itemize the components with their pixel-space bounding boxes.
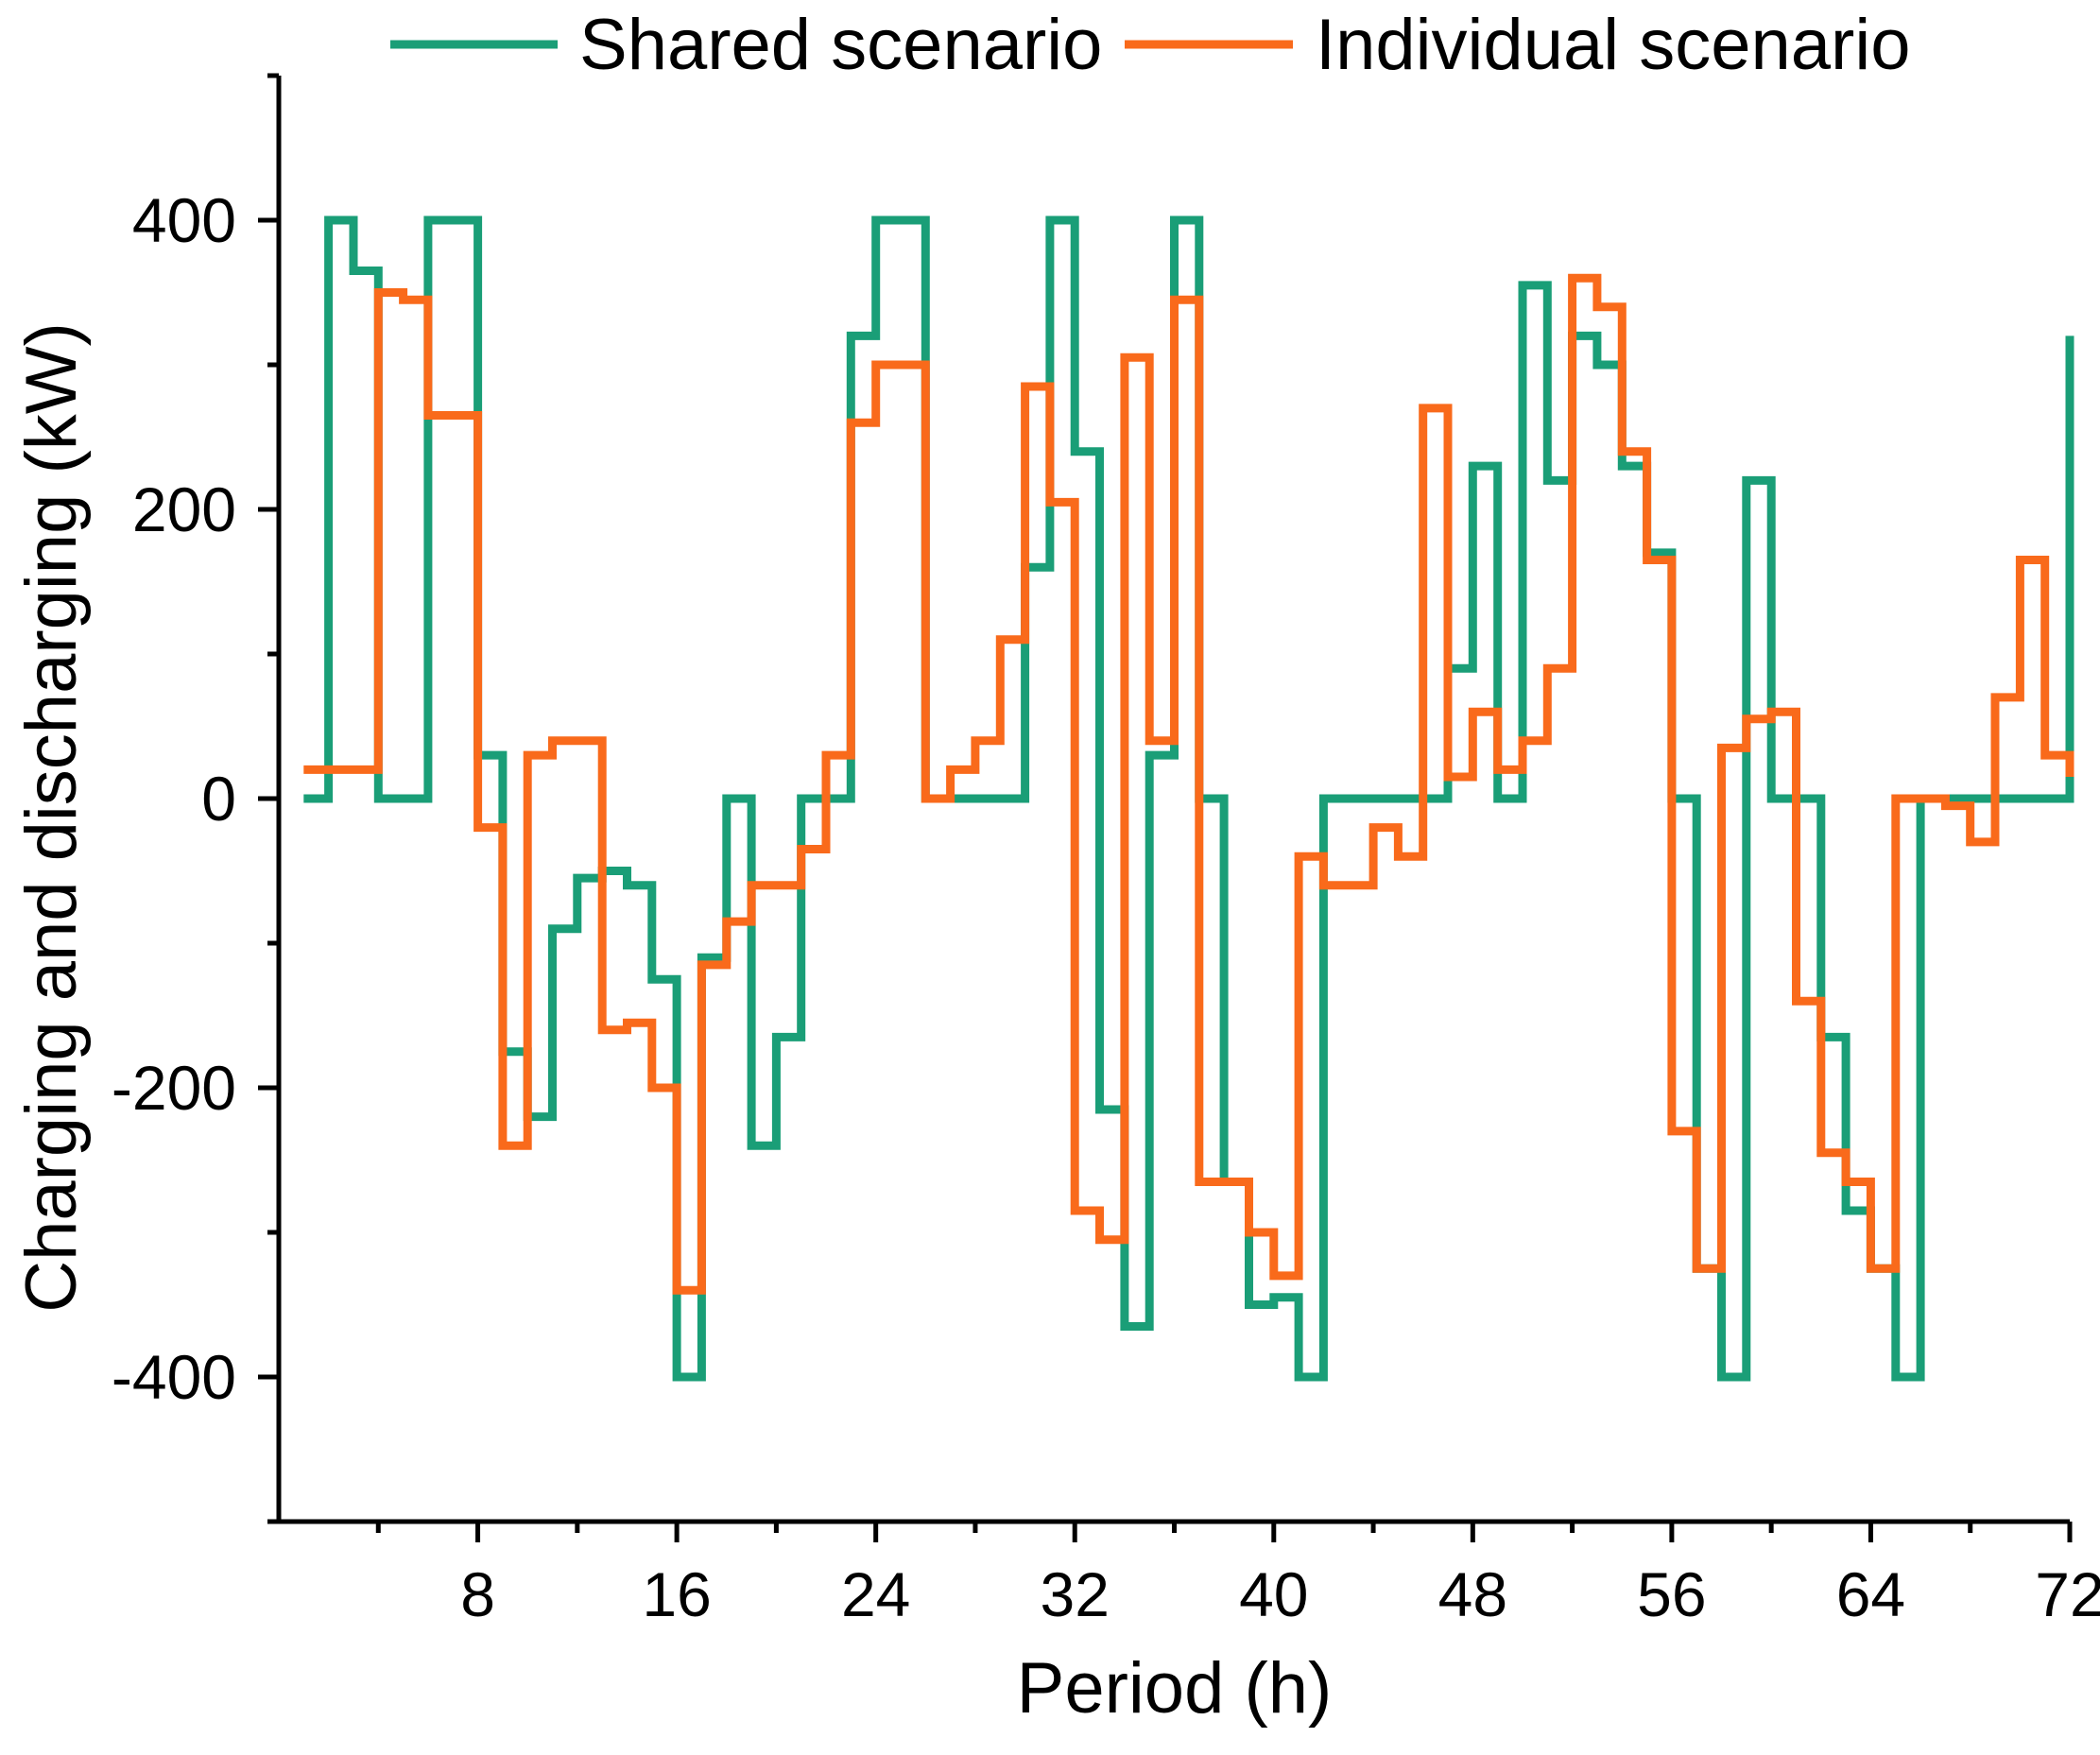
legend-label-shared: Shared scenario: [579, 5, 1102, 85]
series-group: [303, 215, 2074, 1382]
x-tick-label: 16: [642, 1559, 711, 1629]
axes-group: [258, 73, 2073, 1542]
y-tick-label: 200: [132, 474, 236, 544]
y-axis-title: Charging and discharging (kW): [11, 322, 92, 1313]
x-tick-label: 8: [460, 1559, 495, 1629]
x-tick-label: 64: [1836, 1559, 1905, 1629]
x-tick-label: 56: [1637, 1559, 1706, 1629]
x-tick-label: 24: [841, 1559, 910, 1629]
labels-group: Period (h) Charging and discharging (kW)…: [11, 185, 2100, 1729]
legend: Shared scenario Individual scenario: [390, 5, 1911, 85]
x-tick-label: 72: [2035, 1559, 2100, 1629]
x-tick-label: 40: [1239, 1559, 1308, 1629]
x-tick-label: 48: [1438, 1559, 1507, 1629]
y-tick-label: 0: [201, 764, 236, 834]
y-tick-label: -400: [112, 1342, 236, 1412]
y-tick-label: -200: [112, 1053, 236, 1123]
series-line-shared: [303, 215, 2074, 1382]
y-tick-label: 400: [132, 185, 236, 255]
legend-label-individual: Individual scenario: [1316, 5, 1911, 85]
x-axis-title: Period (h): [1017, 1648, 1333, 1729]
series-line-individual: [303, 273, 2074, 1295]
x-tick-label: 32: [1041, 1559, 1110, 1629]
